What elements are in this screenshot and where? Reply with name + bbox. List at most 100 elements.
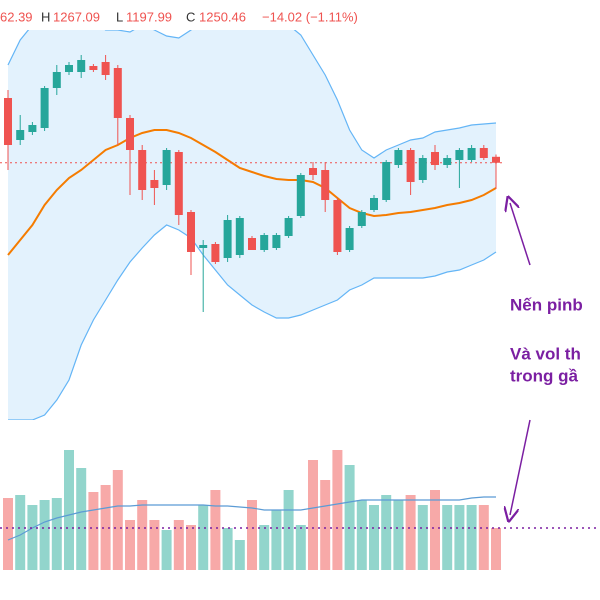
- candle-body: [467, 148, 476, 160]
- candle-body: [52, 72, 61, 88]
- volume-bar: [442, 505, 453, 570]
- volume-bar: [344, 465, 355, 570]
- volume-bar: [417, 505, 428, 570]
- volume-bar: [198, 505, 209, 570]
- candle-body: [296, 175, 305, 216]
- low-label: L: [116, 9, 123, 24]
- candle-body: [479, 148, 488, 158]
- low-value: 1197.99: [126, 9, 172, 24]
- volume-bar: [369, 505, 379, 570]
- candle-body: [260, 235, 269, 250]
- candle-body: [394, 150, 403, 165]
- candle-body: [272, 235, 281, 248]
- volume-bar: [137, 500, 148, 570]
- close-value: 1250.46: [199, 9, 246, 24]
- candle-body: [211, 244, 220, 262]
- candle-body: [382, 162, 391, 200]
- candle-body: [77, 60, 86, 72]
- high-value: 1267.09: [53, 9, 100, 24]
- candle-body: [309, 168, 317, 175]
- candle-body: [150, 180, 159, 188]
- volume-bar: [381, 495, 392, 570]
- volume-bar: [491, 528, 501, 570]
- candle-body: [492, 156, 500, 163]
- candle-body: [162, 150, 171, 185]
- price-pane: [0, 4, 505, 420]
- volume-bar: [454, 505, 465, 570]
- volume-ma: [7, 496, 496, 541]
- candle-body: [406, 150, 415, 182]
- volume-bar: [210, 490, 221, 570]
- candle-body: [455, 150, 464, 160]
- candle-body: [370, 198, 378, 210]
- candle-body: [101, 62, 110, 75]
- candle-body: [235, 218, 244, 255]
- arrow: [510, 419, 531, 515]
- candle-body: [418, 158, 427, 180]
- close-label: C: [186, 9, 195, 24]
- candle-body: [65, 65, 73, 72]
- volume-bar: [259, 525, 270, 570]
- volume-bar: [393, 500, 404, 570]
- open-value: 62.39: [0, 9, 33, 24]
- volume-bar: [76, 468, 87, 570]
- candle-body: [431, 152, 439, 165]
- volume-bar: [64, 450, 74, 570]
- candle-body: [16, 130, 25, 140]
- candle-body: [4, 98, 12, 145]
- volume-bar: [430, 490, 440, 570]
- volume-bar: [27, 505, 38, 570]
- band-fill: [8, 5, 496, 420]
- annotation: Và vol th: [510, 344, 581, 363]
- volume-bar: [356, 500, 367, 570]
- volume-bar: [39, 500, 50, 570]
- volume-bar: [332, 450, 343, 570]
- volume-bar: [308, 460, 318, 570]
- volume-bar: [466, 505, 477, 570]
- volume-bar: [125, 520, 135, 570]
- candle-body: [113, 68, 122, 118]
- volume-bar: [478, 505, 489, 570]
- annotation: Nến pinb: [510, 295, 583, 314]
- volume-bar: [405, 495, 416, 570]
- volume-bar: [222, 528, 233, 570]
- candle-body: [138, 150, 147, 190]
- volume-bar: [161, 530, 172, 570]
- volume-bar: [271, 510, 282, 570]
- candle-body: [321, 170, 330, 200]
- change-value: −14.02 (−1.11%): [262, 9, 358, 24]
- candle-body: [40, 88, 49, 128]
- volume-bar: [100, 485, 111, 570]
- volume-bar: [186, 525, 196, 570]
- volume-bar: [295, 525, 306, 570]
- arrow: [510, 203, 531, 266]
- volume-bar: [283, 490, 294, 570]
- volume-bar: [3, 498, 13, 570]
- header-bg: [0, 0, 600, 30]
- volume-bar: [51, 498, 62, 570]
- volume-bar: [247, 500, 257, 570]
- candle-body: [284, 218, 293, 236]
- band-middle: [7, 129, 497, 256]
- candle-body: [223, 220, 232, 258]
- candle-body: [28, 125, 37, 132]
- volume-bar: [15, 495, 26, 570]
- volume-bar: [173, 520, 184, 570]
- volume-bar: [112, 470, 123, 570]
- volume-bar: [320, 480, 331, 570]
- volume-bar: [234, 540, 245, 570]
- candle-body: [345, 228, 354, 250]
- candle-body: [199, 245, 208, 248]
- band-lower: [8, 224, 497, 420]
- candle-body: [333, 200, 342, 252]
- candle-body: [357, 212, 366, 226]
- volume-bar: [88, 492, 99, 570]
- candle-body: [248, 238, 256, 250]
- volume-pane: [0, 450, 600, 570]
- volume-bar: [149, 520, 160, 570]
- candle-body: [126, 118, 134, 150]
- candle-body: [174, 152, 183, 215]
- header: 62.39 H 1267.09 L 1197.99 C 1250.46 −14.…: [0, 9, 358, 24]
- annotation: trong gầ: [510, 366, 579, 385]
